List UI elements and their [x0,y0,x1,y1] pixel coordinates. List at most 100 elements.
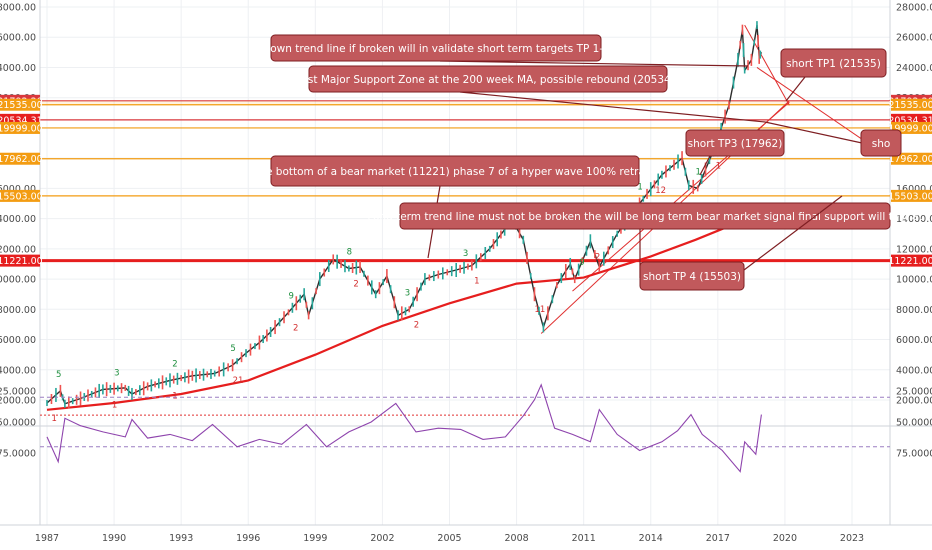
price-tag-right-text: 17962.00 [888,154,932,165]
annotation-pointer [439,60,749,67]
y-tick-right: 10000.00 [896,275,932,286]
y-tick-left: 16000.00 [0,184,36,195]
annotation-text: short TP1 (21535) [786,58,881,70]
price-tag-left-text: 21535.00 [0,100,43,111]
price-tag-right-text: 11221.00 [888,256,932,267]
annotation-box [639,261,745,291]
td-red-label: 21 [233,376,244,386]
annotation-box [270,155,640,187]
price-tag-right [891,254,932,267]
td-green-label: 9 [579,258,584,268]
rsi-panel [40,383,890,473]
y-tick-left: 14000.00 [0,214,36,225]
rsi-tick-left: 25.0000 [0,387,36,398]
x-tick: 2002 [370,533,394,544]
x-tick: 2014 [639,533,663,544]
price-tag-left-text: 15503.00 [0,191,43,202]
annotation-text: short TP 4 (15503) [643,271,741,283]
annotation-text: short TP3 (17962) [688,138,783,150]
y-tick-left: 4000.00 [0,365,36,376]
annotations[interactable]: Down trend line if broken will in valida… [252,34,923,291]
y-tick-right: 16000.00 [896,184,932,195]
annotation-pointer [764,121,863,144]
y-tick-left: 10000.00 [0,275,36,286]
annotation-box [308,65,668,93]
x-tick: 2023 [840,533,864,544]
x-tick: 2017 [706,533,730,544]
td-green-label: 8 [347,247,352,257]
y-tick-right: 2000.00 [896,396,932,407]
annotation-pointer [743,195,843,271]
td-red-label: 1 [112,400,117,410]
annotation-text: Down trend line if broken will in valida… [262,43,610,55]
td-green-label: 5 [56,370,61,380]
price-tag-left-text: 20534.31 [0,115,43,126]
y-tick-right: 4000.00 [896,365,932,376]
price-tag-left [0,152,40,165]
y-tick-right: 24000.00 [896,63,932,74]
rsi-tick-right: 50.0000 [896,418,932,429]
price-tag-right-text: 20534.31 [888,115,932,126]
y-tick-right: 28000.00 [896,3,932,14]
annotation-text: 1st Major Support Zone at the 200 week M… [301,74,675,86]
td-green-label: 1 [637,183,642,193]
y-tick-left: 24000.00 [0,63,36,74]
rsi-tick-right: 75.0000 [896,449,932,460]
rsi-tick-right: 25.0000 [896,387,932,398]
td-red-label: 1 [51,414,56,424]
price-tag-right [891,152,932,165]
y-tick-right: 6000.00 [896,335,932,346]
rsi-tick-left: 75.0000 [0,449,36,460]
x-tick: 2008 [504,533,528,544]
y-tick-left: 26000.00 [0,33,36,44]
td-red-label: 11 [534,305,545,315]
y-tick-left: 6000.00 [0,335,36,346]
td-green-label: 2 [172,359,177,369]
price-tag-right [891,98,932,111]
annotation-text: The bottom of a bear market (11221) phas… [252,166,657,178]
x-tick: 1999 [303,533,327,544]
price-tag-left [0,254,40,267]
price-tag-left-text: 11221.00 [0,256,43,267]
price-tag-left-text: 17962.00 [0,154,43,165]
td-red-label: 2 [353,279,358,289]
td-green-label: 5 [230,344,235,354]
y-tick-left: 8000.00 [0,305,36,316]
td-red-label: 2 [595,252,600,262]
price-tag-right-text: 15503.00 [888,191,932,202]
annotation-box [685,129,785,157]
moving-average-200 [46,214,761,411]
td-red-label: 2 [293,323,298,333]
price-tags: 21792.2021792.2021535.0021535.0020534.31… [0,94,932,267]
level-band [40,100,890,105]
price-tag-right [891,189,932,202]
price-tag-left [0,189,40,202]
annotation-pointer [785,76,806,102]
td-green-label: 1 [695,167,700,177]
ma200-line [46,214,761,411]
y-tick-right: 14000.00 [896,214,932,225]
y-tick-right: 8000.00 [896,305,932,316]
td-red-label: 2 [414,320,419,330]
price-tag-right [891,121,932,134]
annotation-pointer [459,91,766,123]
annotation-box [860,129,902,157]
rsi-line [46,383,762,473]
price-tag-left-text: 19999.00 [0,123,43,134]
td-green-label: 9 [289,291,294,301]
annotation-box [780,48,887,78]
annotation-pointer [699,155,711,176]
y-tick-right: 26000.00 [896,33,932,44]
grid-lines [0,0,932,526]
td-red-label: 1 [172,391,177,401]
y-tick-right: 12000.00 [896,244,932,255]
price-tag-right-text: 21535.00 [888,100,932,111]
y-tick-left: 28000.00 [0,3,36,14]
horizontal-levels [40,100,890,416]
rsi-tick-left: 50.0000 [0,418,36,429]
x-tick: 2020 [773,533,797,544]
x-tick: 1993 [169,533,193,544]
td-green-label: 3 [463,249,468,259]
x-tick: 1987 [35,533,59,544]
